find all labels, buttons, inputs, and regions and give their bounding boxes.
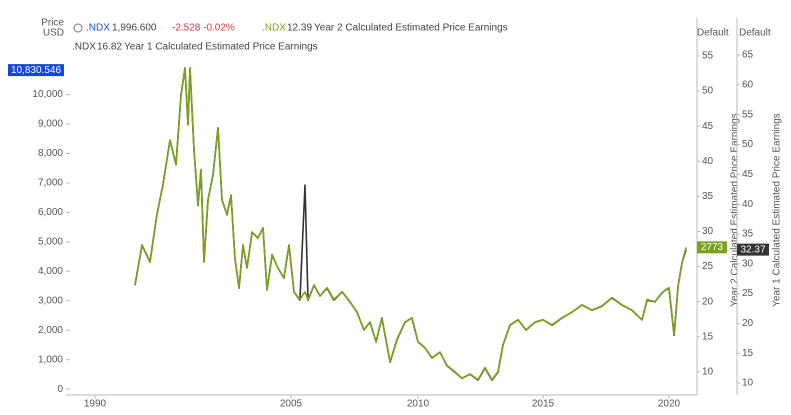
y2-tick-label: 25 — [702, 261, 714, 272]
legend-label: Year 2 Calculated Estimated Price Earnin… — [314, 23, 508, 34]
value-tag-label: 32.37 — [740, 244, 765, 255]
quote-icon[interactable] — [73, 23, 83, 33]
y3-tick-label: 60 — [742, 79, 754, 90]
y-tick-label: 10,000 — [32, 89, 63, 100]
y3-tick-label: 55 — [742, 109, 754, 120]
y3-tick-label: 35 — [742, 229, 754, 240]
y-tick-label: 8,000 — [38, 148, 63, 159]
y2-tick-label: 45 — [702, 121, 714, 132]
series-line — [134, 67, 687, 381]
x-tick-label: 2005 — [280, 399, 303, 410]
y-tick-label: 0 — [57, 384, 63, 395]
value-tag-label: 2773 — [701, 242, 724, 253]
quote-symbol: .NDX — [86, 23, 110, 34]
y2-tick-label: 55 — [702, 51, 714, 62]
y2-tick-label: 20 — [702, 296, 714, 307]
legend-value: 12.39 — [287, 23, 312, 34]
y2-tick-label: 35 — [702, 191, 714, 202]
y3-tick-label: 25 — [742, 288, 754, 299]
y3-axis-title: Year 1 Calculated Estimated Price Earnin… — [772, 113, 783, 307]
value-tag — [697, 241, 727, 254]
x-tick-label: 2020 — [658, 399, 681, 410]
price-unit: USD — [43, 28, 64, 39]
value-tag — [8, 64, 64, 77]
y2-axis-title: Year 2 Calculated Estimated Price Earnin… — [730, 113, 741, 307]
y2-tick-label: 10 — [702, 366, 714, 377]
y3-tick-label: 30 — [742, 258, 754, 269]
legend-symbol: .NDX — [72, 42, 96, 53]
y3-tick-label: 50 — [742, 139, 754, 150]
quote-price: 1,996.600 — [112, 23, 157, 34]
y-tick-label: 7,000 — [38, 178, 63, 189]
y-tick-label: 2,000 — [38, 325, 63, 336]
legend-label: Year 1 Calculated Estimated Price Earnin… — [124, 42, 318, 53]
value-tag — [737, 243, 769, 256]
price-label: Price — [41, 18, 64, 29]
y2-header: Default — [697, 28, 729, 39]
value-tag-label: 10,830.546 — [11, 65, 61, 76]
y-tick-label: 1,000 — [38, 354, 63, 365]
y2-tick-label: 50 — [702, 86, 714, 97]
x-tick-label: 2010 — [407, 399, 430, 410]
y2-tick-label: 30 — [702, 226, 714, 237]
y-tick-label: 5,000 — [38, 236, 63, 247]
quote-change: -2.528 -0.02% — [172, 23, 235, 34]
y-tick-label: 6,000 — [38, 207, 63, 218]
y3-tick-label: 20 — [742, 318, 754, 329]
y3-tick-label: 15 — [742, 348, 754, 359]
y3-tick-label: 45 — [742, 169, 754, 180]
x-tick-label: 2015 — [532, 399, 555, 410]
legend-symbol: .NDX — [262, 23, 286, 34]
y-tick-label: 3,000 — [38, 295, 63, 306]
y3-tick-label: 10 — [742, 378, 754, 389]
y3-header: Default — [739, 28, 771, 39]
y3-tick-label: 40 — [742, 199, 754, 210]
series-line — [134, 67, 687, 381]
y-tick-label: 9,000 — [38, 119, 63, 130]
y2-tick-label: 40 — [702, 156, 714, 167]
x-tick-label: 1990 — [84, 399, 107, 410]
y3-tick-label: 65 — [742, 50, 754, 61]
y2-tick-label: 15 — [702, 331, 714, 342]
legend-value: 16.82 — [97, 42, 122, 53]
y-tick-label: 4,000 — [38, 266, 63, 277]
